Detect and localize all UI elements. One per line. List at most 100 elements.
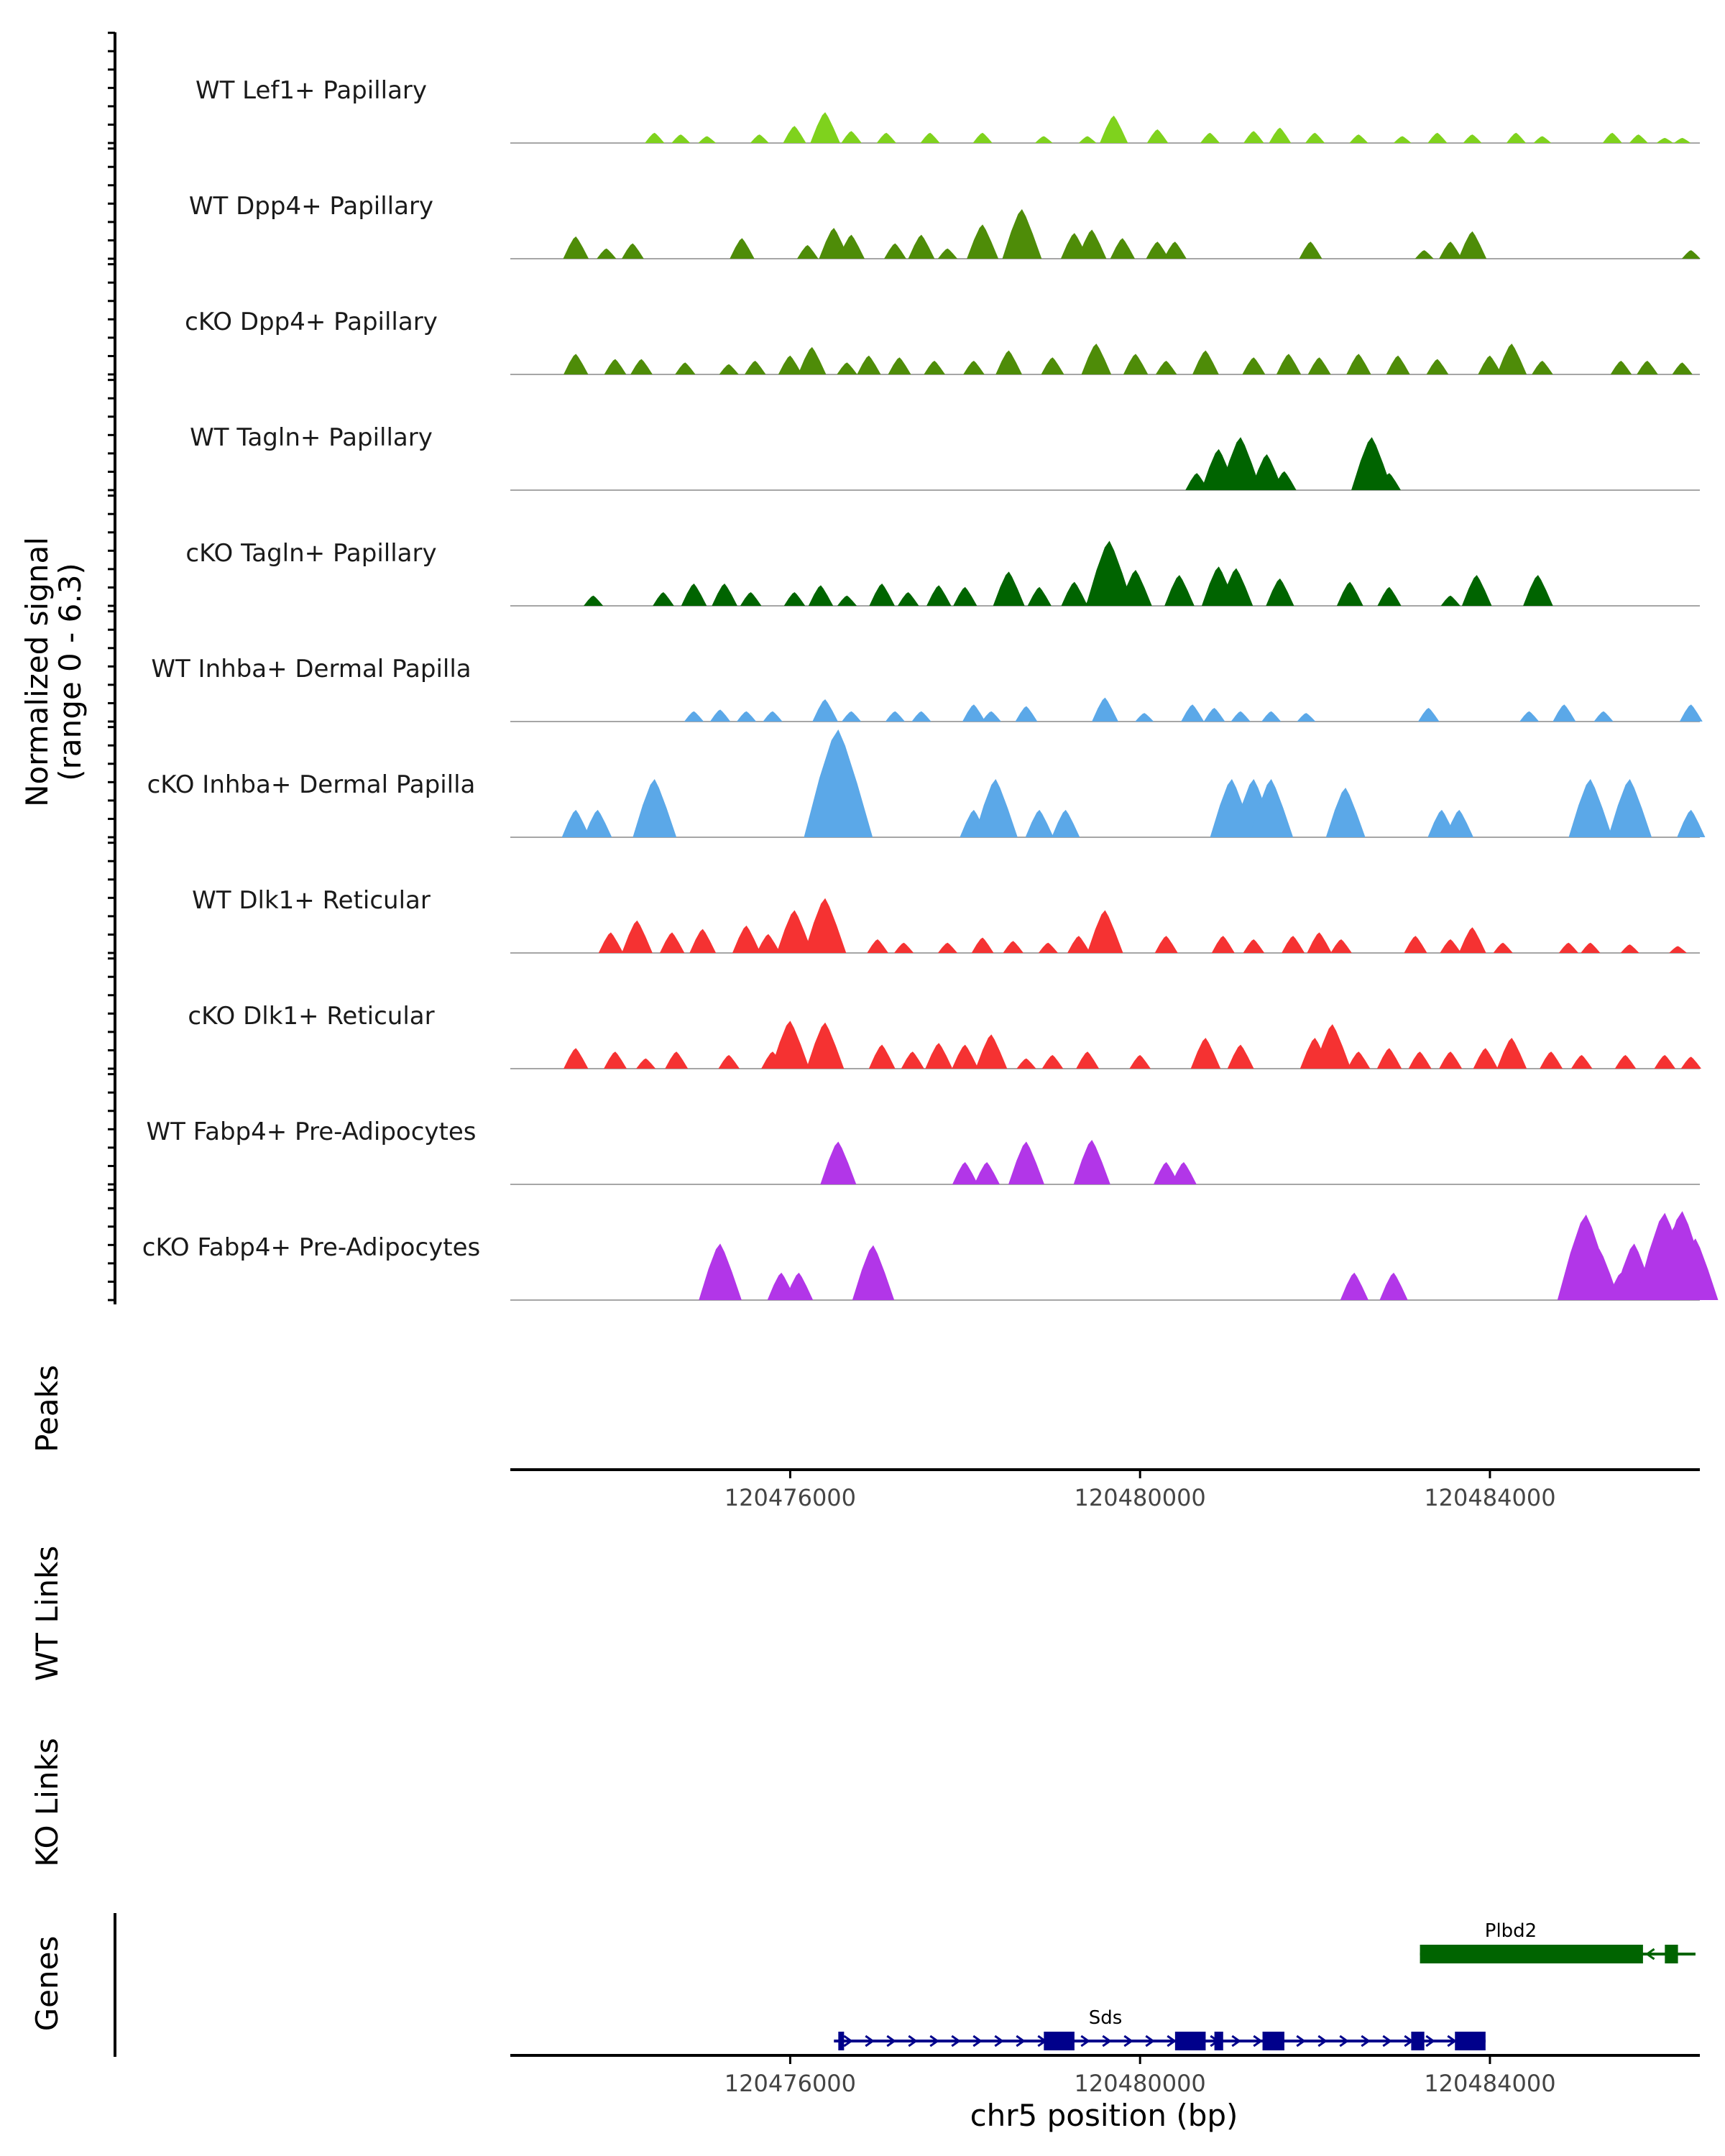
coverage-track-4: cKO Tagln+ Papillary xyxy=(185,539,1700,607)
wt-links-track-label: WT Links xyxy=(29,1546,65,1681)
coverage-peak xyxy=(1052,809,1080,837)
strand-arrow xyxy=(908,2035,918,2047)
coverage-peak xyxy=(1243,131,1264,143)
peaks-x-tick-label: 120476000 xyxy=(724,1484,856,1511)
coverage-peak xyxy=(908,234,935,259)
coverage-peak xyxy=(1654,1054,1676,1069)
track-label: cKO Dpp4+ Papillary xyxy=(185,308,438,336)
coverage-peak xyxy=(1347,1051,1371,1069)
coverage-peak xyxy=(1637,360,1658,374)
coverage-peak xyxy=(1276,354,1302,374)
gene-plbd2: Plbd2 xyxy=(1420,1920,1696,1963)
coverage-peak xyxy=(1192,350,1219,374)
peaks-panel: 120476000 120480000 120484000 xyxy=(510,1468,1700,1511)
coverage-peak xyxy=(1673,137,1691,143)
coverage-peak xyxy=(981,711,1001,722)
coverage-peak xyxy=(1266,578,1294,606)
gene-exon xyxy=(1455,2032,1486,2050)
coverage-peak xyxy=(1100,115,1128,143)
strand-arrow xyxy=(972,2035,983,2047)
coverage-peak xyxy=(1025,809,1054,837)
coverage-peak xyxy=(1305,132,1325,143)
coverage-peak xyxy=(1163,241,1187,259)
gene-exon xyxy=(1665,1945,1678,1963)
coverage-peak xyxy=(1146,129,1169,143)
coverage-peak xyxy=(1558,942,1579,953)
coverage-peak xyxy=(622,920,653,953)
coverage-peak xyxy=(684,711,704,722)
track-label: cKO Inhba+ Dermal Papilla xyxy=(147,770,476,799)
coverage-track-5: WT Inhba+ Dermal Papilla xyxy=(151,655,1703,722)
coverage-peak xyxy=(1426,359,1449,374)
coverage-peak xyxy=(1251,454,1284,490)
coverage-peak xyxy=(1027,586,1052,606)
coverage-peak xyxy=(1123,354,1149,374)
coverage-peak xyxy=(972,132,993,143)
coverage-peak xyxy=(901,1051,924,1069)
coverage-peak xyxy=(671,134,691,143)
coverage-peak xyxy=(819,228,850,259)
coverage-peak xyxy=(952,1162,978,1184)
coverage-peak xyxy=(962,704,985,722)
coverage-peak xyxy=(857,355,881,374)
coverage-peak xyxy=(1242,357,1266,374)
coverage-peak xyxy=(783,126,806,143)
coverage-peak xyxy=(698,136,717,143)
coverage-peak xyxy=(1493,942,1513,953)
coverage-peak xyxy=(1377,586,1402,606)
coverage-peak xyxy=(736,711,757,722)
coverage-track-7: WT Dlk1+ Reticular xyxy=(192,886,1700,954)
coverage-peak xyxy=(1299,241,1322,259)
coverage-peak xyxy=(1458,231,1487,259)
coverage-peak xyxy=(1110,238,1136,259)
coverage-peak xyxy=(1679,704,1703,722)
coverage-track-9: WT Fabp4+ Pre-Adipocytes xyxy=(147,1118,1700,1185)
coverage-peak xyxy=(1129,1054,1151,1069)
track-label: cKO Fabp4+ Pre-Adipocytes xyxy=(142,1233,481,1262)
coverage-peak xyxy=(770,1021,810,1069)
coverage-peak xyxy=(709,709,731,722)
coverage-peak xyxy=(867,939,888,953)
coverage-peak xyxy=(808,585,834,606)
track-label: cKO Dlk1+ Reticular xyxy=(188,1002,434,1031)
coverage-peak xyxy=(1393,136,1412,143)
strand-arrow xyxy=(1361,2035,1371,2047)
coverage-peak xyxy=(776,910,813,953)
coverage-peak xyxy=(837,595,857,606)
coverage-peak xyxy=(1673,1238,1719,1300)
coverage-peak xyxy=(1008,1141,1044,1184)
genes-x-tick-label: 120480000 xyxy=(1075,2070,1206,2097)
coverage-peak xyxy=(841,711,862,722)
coverage-peak xyxy=(1620,944,1639,953)
coverage-peak xyxy=(995,350,1023,374)
coverage-peak xyxy=(604,359,627,374)
coverage-peak xyxy=(1417,707,1440,722)
strand-arrow xyxy=(951,2035,961,2047)
coverage-peak xyxy=(1282,936,1305,953)
gene-sds: Sds xyxy=(834,2007,1486,2050)
coverage-peak xyxy=(719,364,739,374)
coverage-peak xyxy=(1656,137,1674,143)
gene-exon xyxy=(838,2032,845,2050)
coverage-peak xyxy=(1203,707,1225,722)
coverage-peak xyxy=(621,243,644,259)
coverage-peak xyxy=(718,1054,740,1069)
strand-arrow xyxy=(1145,2035,1155,2047)
strand-arrow xyxy=(1102,2035,1112,2047)
coverage-peak xyxy=(1439,1051,1463,1069)
strand-arrow xyxy=(843,2035,853,2047)
coverage-peak xyxy=(597,248,617,259)
strand-arrow xyxy=(1644,1948,1655,1961)
coverage-peak xyxy=(630,359,653,374)
coverage-peak xyxy=(1061,581,1088,606)
coverage-peak xyxy=(1602,132,1622,143)
coverage-peak xyxy=(1463,134,1482,143)
coverage-peak xyxy=(876,132,896,143)
coverage-peak xyxy=(937,942,958,953)
genes-x-tick-label: 120484000 xyxy=(1424,2070,1555,2097)
coverage-peak xyxy=(925,1043,953,1069)
coverage-peak xyxy=(796,244,819,259)
strand-arrow xyxy=(1317,2035,1328,2047)
coverage-peak xyxy=(564,1048,589,1069)
coverage-peak xyxy=(852,1245,895,1300)
